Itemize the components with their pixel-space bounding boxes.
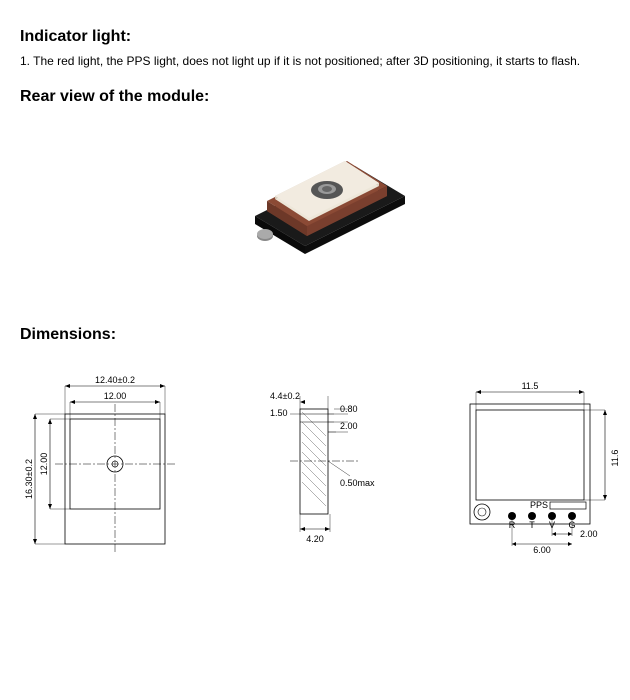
svg-text:16.30±0.2: 16.30±0.2 (24, 459, 34, 499)
svg-text:12.00: 12.00 (104, 391, 127, 401)
indicator-title: Indicator light: (20, 28, 610, 46)
dimensions-row: 12.40±0.2 12.00 16.30±0.2 12.00 (20, 364, 610, 559)
svg-text:T: T (529, 520, 535, 530)
svg-text:11.5: 11.5 (522, 381, 539, 391)
svg-text:6.00: 6.00 (533, 545, 551, 554)
side-view-drawing: 4.4±0.2 1.50 0.80 2.00 0.50max 4.20 (230, 364, 420, 559)
svg-text:4.4±0.2: 4.4±0.2 (270, 391, 300, 401)
indicator-text: 1. The red light, the PPS light, does no… (20, 54, 610, 68)
svg-text:1.50: 1.50 (270, 408, 288, 418)
svg-text:11.6: 11.6 (610, 450, 620, 467)
module-render-container (20, 126, 610, 286)
svg-text:12.00: 12.00 (39, 453, 49, 476)
svg-text:2.00: 2.00 (340, 421, 358, 431)
svg-text:2.00: 2.00 (580, 529, 598, 539)
bottom-view-drawing: PPS R T V G 11.5 11.6 (440, 364, 630, 559)
svg-text:4.20: 4.20 (306, 534, 324, 544)
svg-text:0.50max: 0.50max (340, 478, 375, 488)
svg-text:PPS: PPS (530, 500, 548, 510)
svg-text:R: R (509, 520, 516, 530)
front-view-drawing: 12.40±0.2 12.00 16.30±0.2 12.00 (20, 364, 210, 559)
dimensions-title: Dimensions: (20, 326, 610, 344)
module-3d-render (205, 126, 425, 286)
svg-text:12.40±0.2: 12.40±0.2 (95, 375, 135, 385)
rear-view-title: Rear view of the module: (20, 88, 610, 106)
